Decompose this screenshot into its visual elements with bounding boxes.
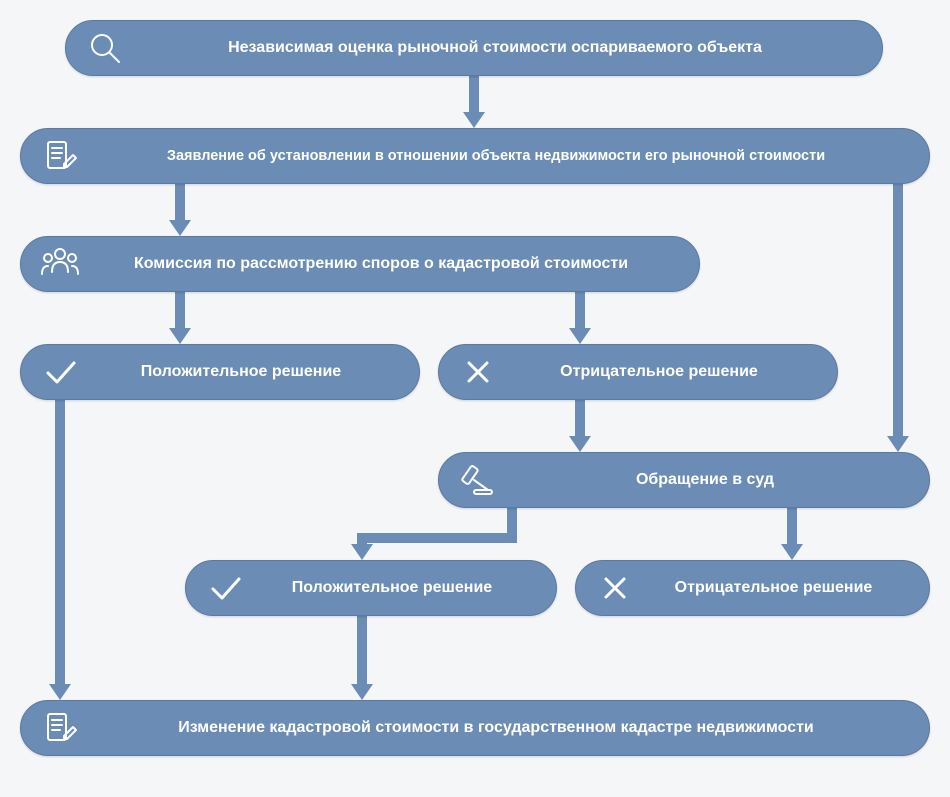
node-label: Отрицательное решение	[640, 578, 907, 598]
document-pen-icon	[35, 708, 85, 748]
flow-node-n1: Независимая оценка рыночной стоимости ос…	[65, 20, 883, 76]
flow-node-n5: Отрицательное решение	[438, 344, 838, 400]
flow-node-n2: Заявление об установлении в отношении об…	[20, 128, 930, 184]
flow-node-n3: Комиссия по рассмотрению споров о кадаст…	[20, 236, 700, 292]
people-icon	[35, 244, 85, 284]
node-label: Положительное решение	[250, 578, 534, 598]
node-label: Независимая оценка рыночной стоимости ос…	[130, 38, 860, 58]
node-label: Обращение в суд	[503, 470, 907, 490]
gavel-icon	[453, 460, 503, 500]
node-label: Комиссия по рассмотрению споров о кадаст…	[85, 254, 677, 274]
node-label: Изменение кадастровой стоимости в госуда…	[85, 718, 907, 738]
node-label: Заявление об установлении в отношении об…	[85, 147, 907, 165]
check-icon	[200, 568, 250, 608]
node-label: Положительное решение	[85, 362, 397, 382]
cross-icon	[590, 568, 640, 608]
document-pen-icon	[35, 136, 85, 176]
flow-node-n9: Изменение кадастровой стоимости в госуда…	[20, 700, 930, 756]
magnifier-icon	[80, 28, 130, 68]
flow-node-n6: Обращение в суд	[438, 452, 930, 508]
node-label: Отрицательное решение	[503, 362, 815, 382]
flow-node-n8: Отрицательное решение	[575, 560, 930, 616]
cross-icon	[453, 352, 503, 392]
check-icon	[35, 352, 85, 392]
flow-node-n7: Положительное решение	[185, 560, 557, 616]
flow-node-n4: Положительное решение	[20, 344, 420, 400]
